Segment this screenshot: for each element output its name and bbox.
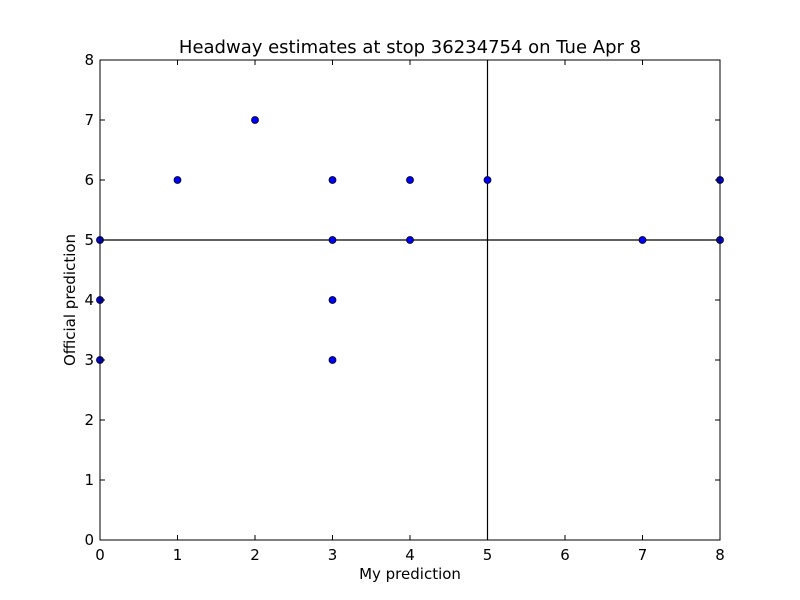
y-axis-ticks: 0 1 2 3 4 5 6 7 8	[84, 51, 720, 549]
x-tick-label: 8	[715, 546, 725, 564]
x-tick-label: 1	[173, 546, 183, 564]
data-point	[328, 296, 337, 304]
data-point	[328, 356, 337, 364]
x-axis-ticks: 0 1 2 3 4 5 6 7 8	[95, 60, 725, 564]
x-tick-label: 0	[95, 546, 105, 564]
data-point	[328, 176, 337, 184]
x-tick-label: 3	[328, 546, 338, 564]
plot-frame	[99, 59, 721, 541]
y-tick-label: 3	[84, 351, 94, 369]
y-axis-label: Official prediction	[61, 234, 79, 366]
data-point	[406, 236, 414, 244]
chart-title: Headway estimates at stop 36234754 on Tu…	[179, 37, 641, 58]
y-tick-label: 5	[84, 231, 94, 249]
data-point	[328, 236, 337, 244]
x-tick-label: 4	[405, 546, 415, 564]
data-point	[251, 116, 259, 124]
y-tick-label: 6	[84, 171, 94, 189]
x-tick-label: 6	[560, 546, 570, 564]
y-tick-label: 4	[84, 291, 94, 309]
x-tick-label: 2	[250, 546, 260, 564]
x-tick-label: 5	[483, 546, 493, 564]
x-axis-label: My prediction	[359, 565, 461, 583]
y-tick-label: 0	[84, 531, 94, 549]
data-point	[483, 176, 492, 184]
data-point	[406, 176, 414, 184]
y-tick-label: 7	[84, 111, 94, 129]
y-tick-label: 1	[84, 471, 94, 489]
x-tick-label: 7	[638, 546, 648, 564]
reference-lines	[100, 60, 720, 540]
y-tick-label: 8	[84, 51, 94, 69]
data-point	[173, 176, 182, 184]
data-point	[638, 236, 647, 244]
y-tick-label: 2	[84, 411, 94, 429]
